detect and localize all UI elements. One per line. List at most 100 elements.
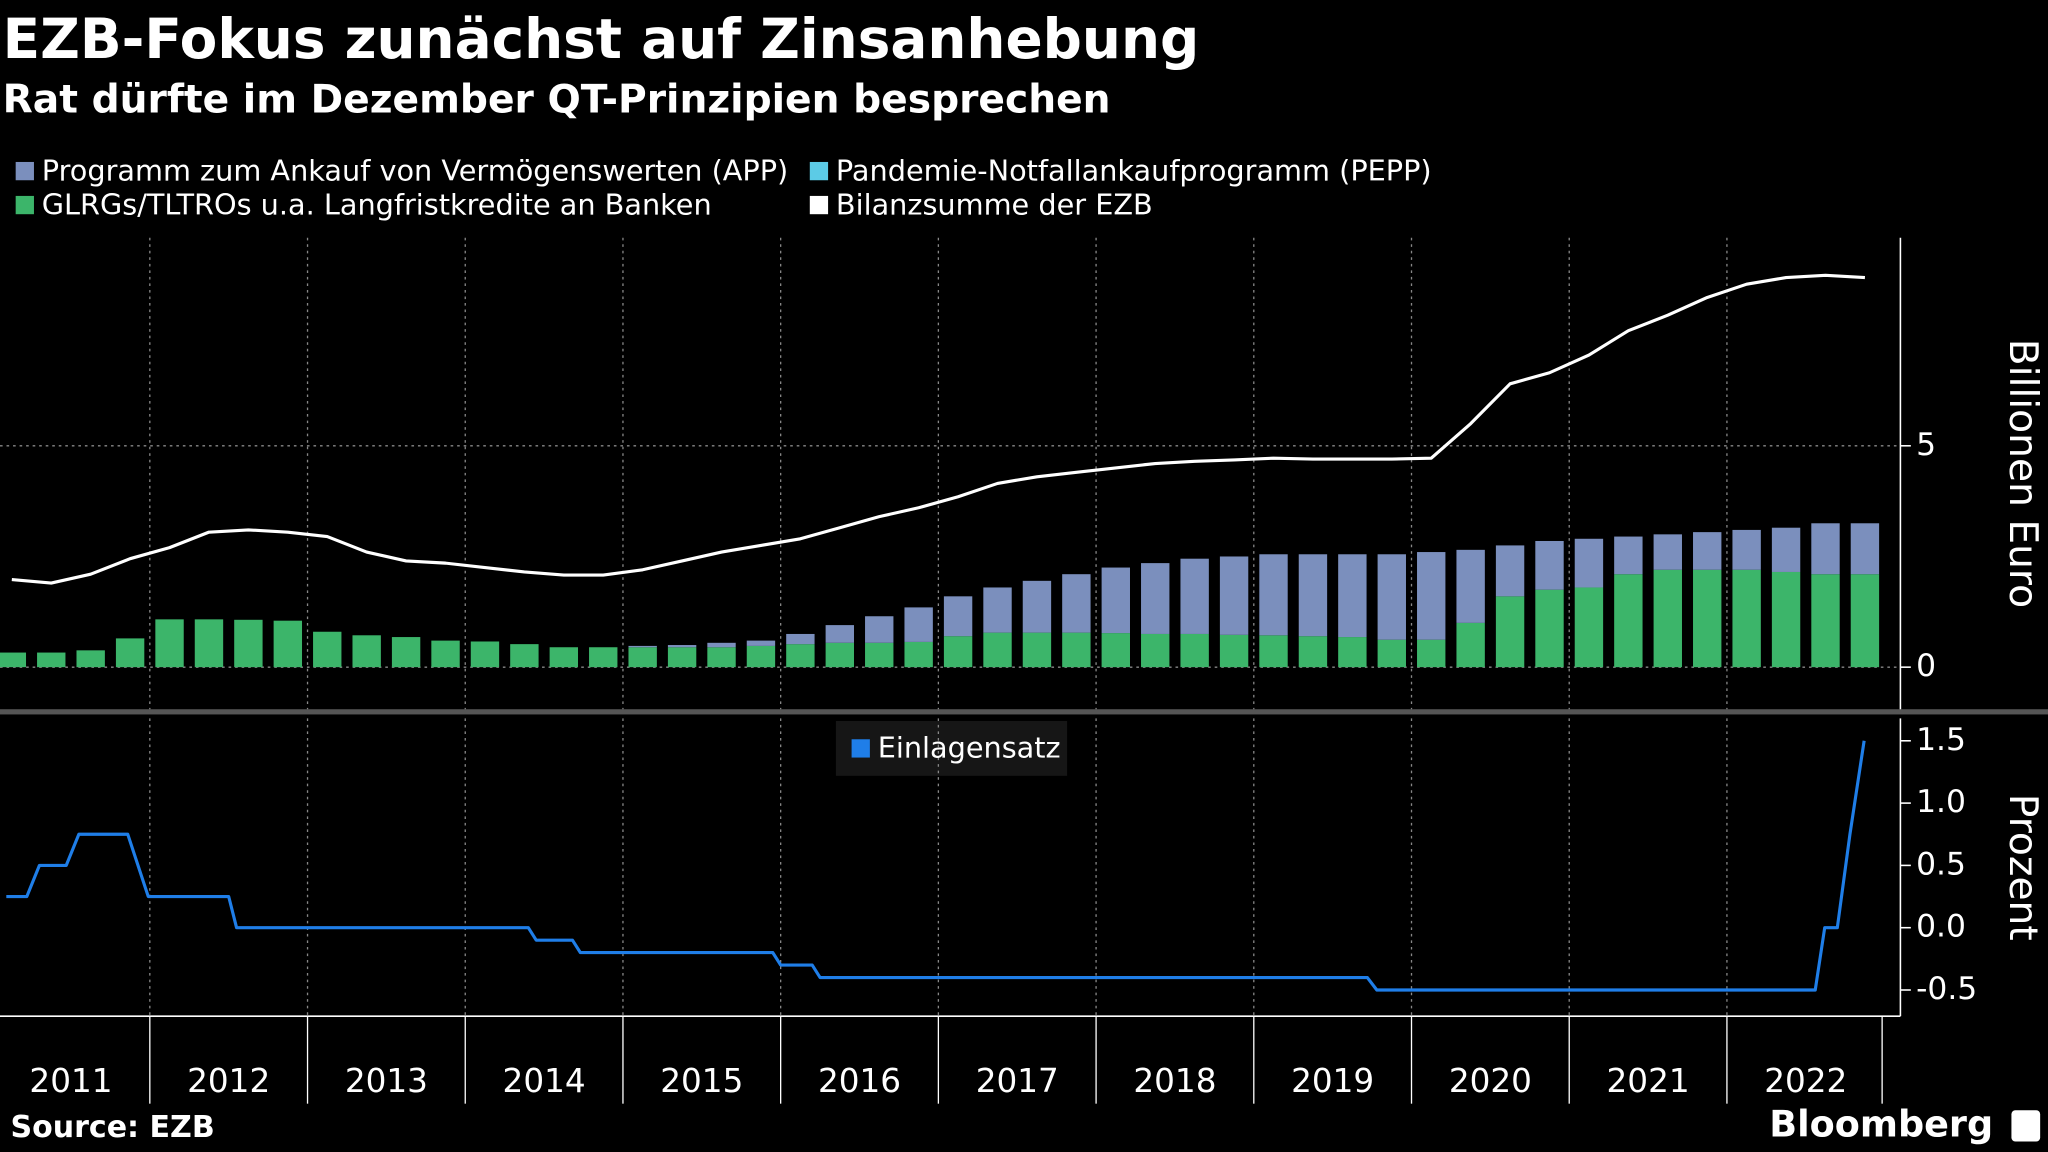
x-tick-label: 2013 bbox=[345, 1062, 428, 1100]
bar bbox=[904, 641, 933, 668]
legend-box bbox=[835, 720, 1068, 776]
legend-swatch bbox=[809, 161, 829, 181]
bar bbox=[155, 619, 184, 668]
bar bbox=[1495, 596, 1525, 668]
bar bbox=[1574, 587, 1604, 668]
bar bbox=[1417, 639, 1446, 668]
bar bbox=[431, 640, 460, 668]
bar bbox=[1732, 529, 1761, 570]
bar bbox=[549, 647, 579, 668]
y-tick-label: 1.5 bbox=[1916, 722, 1966, 758]
bar bbox=[510, 644, 539, 668]
y-tick-label: 1.0 bbox=[1916, 784, 1966, 820]
y-axis-title: Billionen Euro bbox=[2000, 339, 2045, 608]
bar bbox=[746, 645, 776, 668]
bar bbox=[1417, 552, 1446, 640]
bar bbox=[1101, 633, 1130, 668]
bar bbox=[1022, 632, 1052, 668]
bar bbox=[628, 647, 657, 668]
bar bbox=[1219, 556, 1249, 635]
bar bbox=[865, 642, 894, 668]
legend-label: Programm zum Ankauf von Vermögenswerten … bbox=[42, 153, 788, 187]
legend-label: Pandemie-Notfallankaufprogramm (PEPP) bbox=[836, 153, 1432, 187]
bar bbox=[1338, 637, 1367, 668]
bar bbox=[1850, 523, 1880, 575]
x-tick-label: 2019 bbox=[1291, 1062, 1374, 1100]
bar bbox=[589, 647, 618, 668]
bar bbox=[1811, 523, 1840, 575]
x-tick-label: 2021 bbox=[1607, 1062, 1690, 1100]
bar bbox=[1298, 554, 1328, 637]
bar bbox=[1495, 545, 1525, 597]
legend-label: GLRGs/TLTROs u.a. Langfristkredite an Ba… bbox=[42, 187, 712, 221]
bar bbox=[1022, 580, 1052, 633]
bar bbox=[470, 641, 500, 668]
bar bbox=[1811, 574, 1840, 668]
bar bbox=[1693, 569, 1722, 668]
x-tick-label: 2015 bbox=[660, 1062, 743, 1100]
bar bbox=[943, 636, 973, 668]
bar bbox=[825, 642, 855, 668]
bar bbox=[194, 619, 224, 668]
bar bbox=[1259, 635, 1288, 668]
y-tick-label: 0.5 bbox=[1916, 846, 1966, 882]
bar bbox=[1338, 554, 1367, 638]
bar bbox=[1771, 527, 1801, 572]
panel-separator bbox=[0, 709, 2048, 715]
bar bbox=[76, 650, 105, 668]
x-tick-label: 2020 bbox=[1449, 1062, 1532, 1100]
bar bbox=[1062, 574, 1091, 633]
bar bbox=[1574, 538, 1604, 588]
x-tick-label: 2014 bbox=[503, 1062, 586, 1100]
bar bbox=[983, 587, 1012, 633]
bar bbox=[825, 625, 855, 643]
brand-icon bbox=[2011, 1110, 2041, 1142]
line bbox=[11, 273, 1866, 585]
bar bbox=[1259, 554, 1288, 636]
bar bbox=[1614, 574, 1643, 668]
bar bbox=[628, 645, 657, 648]
legend-label: Einlagensatz bbox=[878, 731, 1061, 765]
line bbox=[6, 740, 1866, 992]
bar bbox=[0, 652, 27, 668]
bar bbox=[1377, 639, 1406, 668]
bar bbox=[786, 633, 815, 645]
x-tick-label: 2017 bbox=[976, 1062, 1059, 1100]
y-tick-label: 0.0 bbox=[1916, 909, 1966, 945]
bar bbox=[115, 638, 145, 668]
bar bbox=[786, 644, 815, 668]
bar bbox=[1653, 534, 1682, 570]
x-tick-label: 2016 bbox=[818, 1062, 901, 1100]
x-tick-label: 2018 bbox=[1133, 1062, 1216, 1100]
bar bbox=[313, 631, 342, 668]
bar bbox=[1101, 567, 1130, 634]
bar bbox=[1377, 554, 1406, 640]
bar bbox=[391, 637, 421, 668]
source: Source: EZB bbox=[10, 1110, 214, 1145]
bar bbox=[37, 652, 66, 668]
bar bbox=[746, 640, 776, 646]
bar bbox=[1180, 633, 1209, 668]
bar bbox=[1456, 549, 1485, 623]
bar bbox=[1180, 558, 1209, 634]
y-axis-title: Prozent bbox=[2000, 794, 2045, 941]
bar bbox=[667, 647, 697, 668]
chart-subtitle: Rat dürfte im Dezember QT-Prinzipien bes… bbox=[3, 77, 1111, 122]
bar bbox=[1141, 563, 1170, 634]
bar bbox=[1850, 574, 1880, 668]
bar bbox=[707, 647, 736, 668]
bar bbox=[1693, 532, 1722, 570]
bar bbox=[1456, 622, 1485, 668]
bar bbox=[1653, 569, 1682, 668]
brand: Bloomberg bbox=[1769, 1102, 1993, 1145]
bar bbox=[1141, 633, 1170, 668]
x-tick-label: 2012 bbox=[187, 1062, 270, 1100]
bar bbox=[1771, 571, 1801, 668]
bar bbox=[1535, 540, 1564, 590]
bar bbox=[273, 620, 303, 668]
y-tick-label: 5 bbox=[1916, 427, 1936, 463]
bar bbox=[707, 642, 736, 648]
bar bbox=[352, 635, 381, 668]
